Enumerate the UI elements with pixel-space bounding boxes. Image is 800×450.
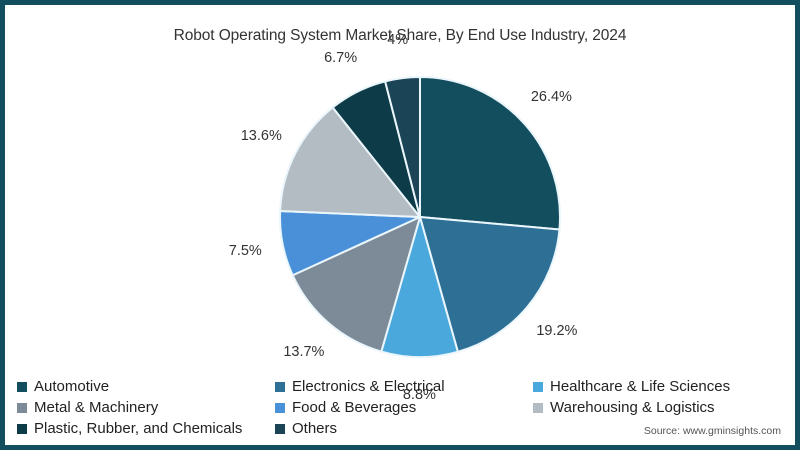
legend-item-warehousing-logistics[interactable]: Warehousing & Logistics [533, 399, 777, 416]
legend-label: Food & Beverages [292, 399, 417, 416]
legend-swatch-icon [17, 381, 27, 392]
legend-item-healthcare-life-sciences[interactable]: Healthcare & Life Sciences [533, 378, 777, 395]
pie-slice-label: 8.8% [402, 387, 436, 403]
pie-slice-label: 13.6% [240, 128, 282, 145]
pie-slice-label: 6.7% [324, 49, 358, 66]
legend-label: Automotive [34, 378, 110, 395]
pie-chart: 26.4% 19.2% 8.8% 13.7% 7.5% 13.6% 6.7% 4% [5, 5, 795, 445]
pie-svg [279, 76, 561, 358]
legend-item-others[interactable]: Others [275, 420, 533, 437]
legend-item-food-beverages[interactable]: Food & Beverages [275, 399, 533, 416]
pie-slice-label: 26.4% [530, 88, 572, 105]
legend-label: Plastic, Rubber, and Chemicals [34, 420, 243, 437]
legend-swatch-icon [533, 402, 543, 413]
legend: Automotive Electronics & Electrical Heal… [17, 376, 777, 439]
pie-slice[interactable] [291, 216, 421, 353]
pie-slice-label: 4% [387, 32, 409, 49]
legend-label: Healthcare & Life Sciences [550, 378, 731, 395]
legend-label: Others [292, 420, 338, 437]
legend-label: Electronics & Electrical [292, 378, 445, 395]
legend-item-metal-machinery[interactable]: Metal & Machinery [17, 399, 275, 416]
legend-swatch-icon [275, 402, 285, 413]
legend-row: Plastic, Rubber, and Chemicals Others [17, 418, 777, 439]
pie-slice[interactable] [419, 76, 561, 231]
pie-slice[interactable] [279, 106, 421, 218]
legend-item-plastic-rubber-chemicals[interactable]: Plastic, Rubber, and Chemicals [17, 420, 275, 437]
legend-row: Automotive Electronics & Electrical Heal… [17, 376, 777, 397]
legend-swatch-icon [17, 423, 27, 434]
legend-swatch-icon [275, 381, 285, 392]
page-title: Robot Operating System Market Share, By … [173, 27, 627, 44]
legend-swatch-icon [17, 402, 27, 413]
pie-slice-label: 7.5% [228, 243, 262, 260]
source-attribution: Source: www.gminsights.com [643, 425, 781, 437]
legend-row: Metal & Machinery Food & Beverages Wareh… [17, 397, 777, 418]
legend-item-electronics-electrical[interactable]: Electronics & Electrical [275, 378, 533, 395]
legend-label: Warehousing & Logistics [550, 399, 715, 416]
pie-slice[interactable] [419, 216, 561, 353]
pie-slice-label: 19.2% [536, 322, 578, 339]
legend-item-automotive[interactable]: Automotive [17, 378, 275, 395]
legend-swatch-icon [533, 381, 543, 392]
pie-slice[interactable] [384, 76, 421, 218]
legend-label: Metal & Machinery [34, 399, 159, 416]
pie-slice-group [279, 76, 561, 358]
legend-swatch-icon [275, 423, 285, 434]
pie-slice-label: 13.7% [283, 343, 325, 360]
